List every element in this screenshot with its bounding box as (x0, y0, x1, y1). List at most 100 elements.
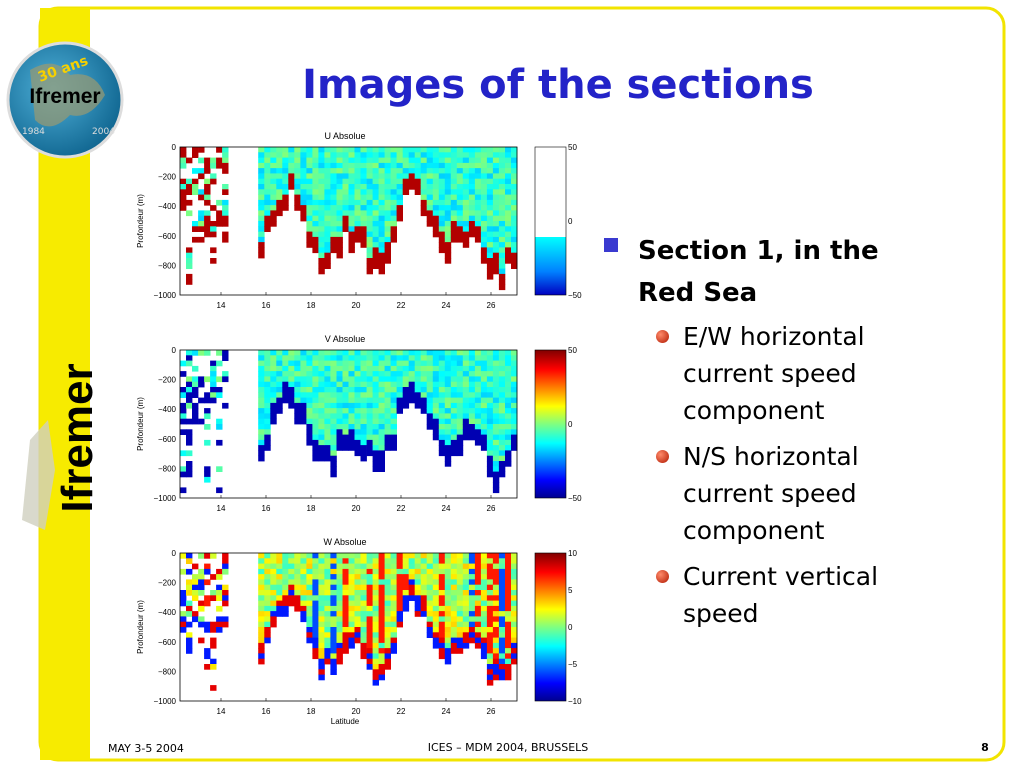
heatmap-cell (396, 387, 403, 393)
heatmap-cell (456, 553, 464, 559)
heatmap-cell (318, 574, 325, 580)
heatmap-cell (366, 658, 373, 665)
heatmap-cell (192, 236, 199, 243)
heatmap-cell (492, 418, 500, 425)
heatmap-cell (330, 387, 337, 393)
heatmap-cell (420, 178, 428, 185)
heatmap-cell (408, 579, 416, 586)
heatmap-cell (498, 162, 506, 169)
heatmap-cell (505, 627, 512, 633)
plot-title: V Absolue (325, 334, 366, 344)
heatmap-cell (480, 574, 488, 580)
heatmap-cell (324, 215, 331, 222)
heatmap-cell (505, 584, 512, 591)
heatmap-cell (456, 210, 464, 217)
heatmap-cell (450, 450, 458, 457)
heatmap-cell (498, 273, 506, 280)
heatmap-cell (282, 152, 289, 158)
heatmap-cell (330, 365, 337, 372)
heatmap-cell (378, 595, 385, 601)
heatmap-cell (432, 360, 440, 367)
heatmap-cell (456, 392, 464, 398)
heatmap-cell (192, 376, 199, 383)
heatmap-cell (372, 184, 379, 190)
heatmap-cell (480, 648, 488, 654)
heatmap-cell (444, 247, 452, 254)
heatmap-cell (372, 199, 379, 206)
heatmap-cell (498, 381, 506, 388)
heatmap-cell (258, 184, 265, 190)
heatmap-cell (270, 360, 277, 367)
heatmap-cell (306, 355, 313, 361)
heatmap-cell (432, 231, 440, 238)
heatmap-cell (282, 611, 289, 617)
heatmap-cell (462, 408, 470, 414)
heatmap-cell (378, 584, 385, 591)
heatmap-cell (420, 173, 428, 180)
heatmap-cell (192, 611, 199, 617)
heatmap-cell (480, 424, 488, 430)
heatmap-cell (474, 194, 482, 201)
heatmap-cell (480, 590, 488, 596)
heatmap-cell (216, 199, 223, 206)
heatmap-cell (282, 600, 289, 607)
heatmap-cell (282, 568, 289, 575)
heatmap-cell (312, 445, 319, 451)
heatmap-cell (505, 215, 512, 222)
heatmap-cell (324, 605, 331, 612)
heatmap-cell (468, 616, 476, 623)
heatmap-cell (492, 487, 500, 494)
heatmap-cell (420, 381, 428, 388)
heatmap-cell (348, 199, 355, 206)
heatmap-cell (210, 574, 217, 580)
heatmap-cell (505, 242, 512, 248)
heatmap-cell (486, 627, 494, 633)
heatmap-cell (318, 387, 325, 393)
heatmap-cell (198, 189, 205, 195)
heatmap-cell (300, 584, 307, 591)
heatmap-cell (180, 392, 187, 398)
heatmap-cell (318, 210, 325, 217)
heatmap-cell (330, 621, 337, 628)
heatmap-cell (438, 642, 446, 649)
heatmap-cell (360, 632, 367, 638)
heatmap-cell (390, 590, 397, 596)
heatmap-cell (360, 199, 367, 206)
heatmap-cell (192, 418, 199, 425)
heatmap-cell (330, 194, 337, 201)
heatmap-cell (462, 184, 470, 190)
heatmap-cell (354, 450, 361, 457)
heatmap-cell (378, 621, 385, 628)
heatmap-cell (444, 189, 452, 195)
heatmap-cell (336, 439, 343, 446)
heatmap-cell (270, 397, 277, 404)
heatmap-cell (492, 376, 500, 383)
heatmap-cell (348, 236, 355, 243)
heatmap-cell (378, 600, 385, 607)
heatmap-cell (264, 371, 271, 377)
heatmap-cell (366, 418, 373, 425)
heatmap-cell (480, 205, 488, 211)
heatmap-cell (294, 402, 301, 409)
sub-bullet-dot (656, 570, 669, 583)
heatmap-cell (342, 648, 349, 654)
heatmap-cell (468, 563, 476, 570)
heatmap-cell (511, 258, 518, 264)
heatmap-cell (505, 168, 512, 174)
heatmap-cell (474, 173, 482, 180)
heatmap-cell (198, 376, 205, 383)
heatmap-cell (330, 418, 337, 425)
heatmap-cell (432, 595, 440, 601)
heatmap-cell (372, 595, 379, 601)
heatmap-cell (426, 397, 434, 404)
heatmap-cell (492, 450, 500, 457)
heatmap-cell (366, 173, 373, 180)
heatmap-cell (336, 558, 343, 564)
heatmap-cell (324, 611, 331, 617)
heatmap-cell (420, 162, 428, 169)
heatmap-cell (210, 685, 217, 691)
heatmap-cell (444, 590, 452, 596)
heatmap-cell (390, 152, 397, 158)
heatmap-cell (498, 674, 506, 681)
heatmap-cell (432, 194, 440, 201)
